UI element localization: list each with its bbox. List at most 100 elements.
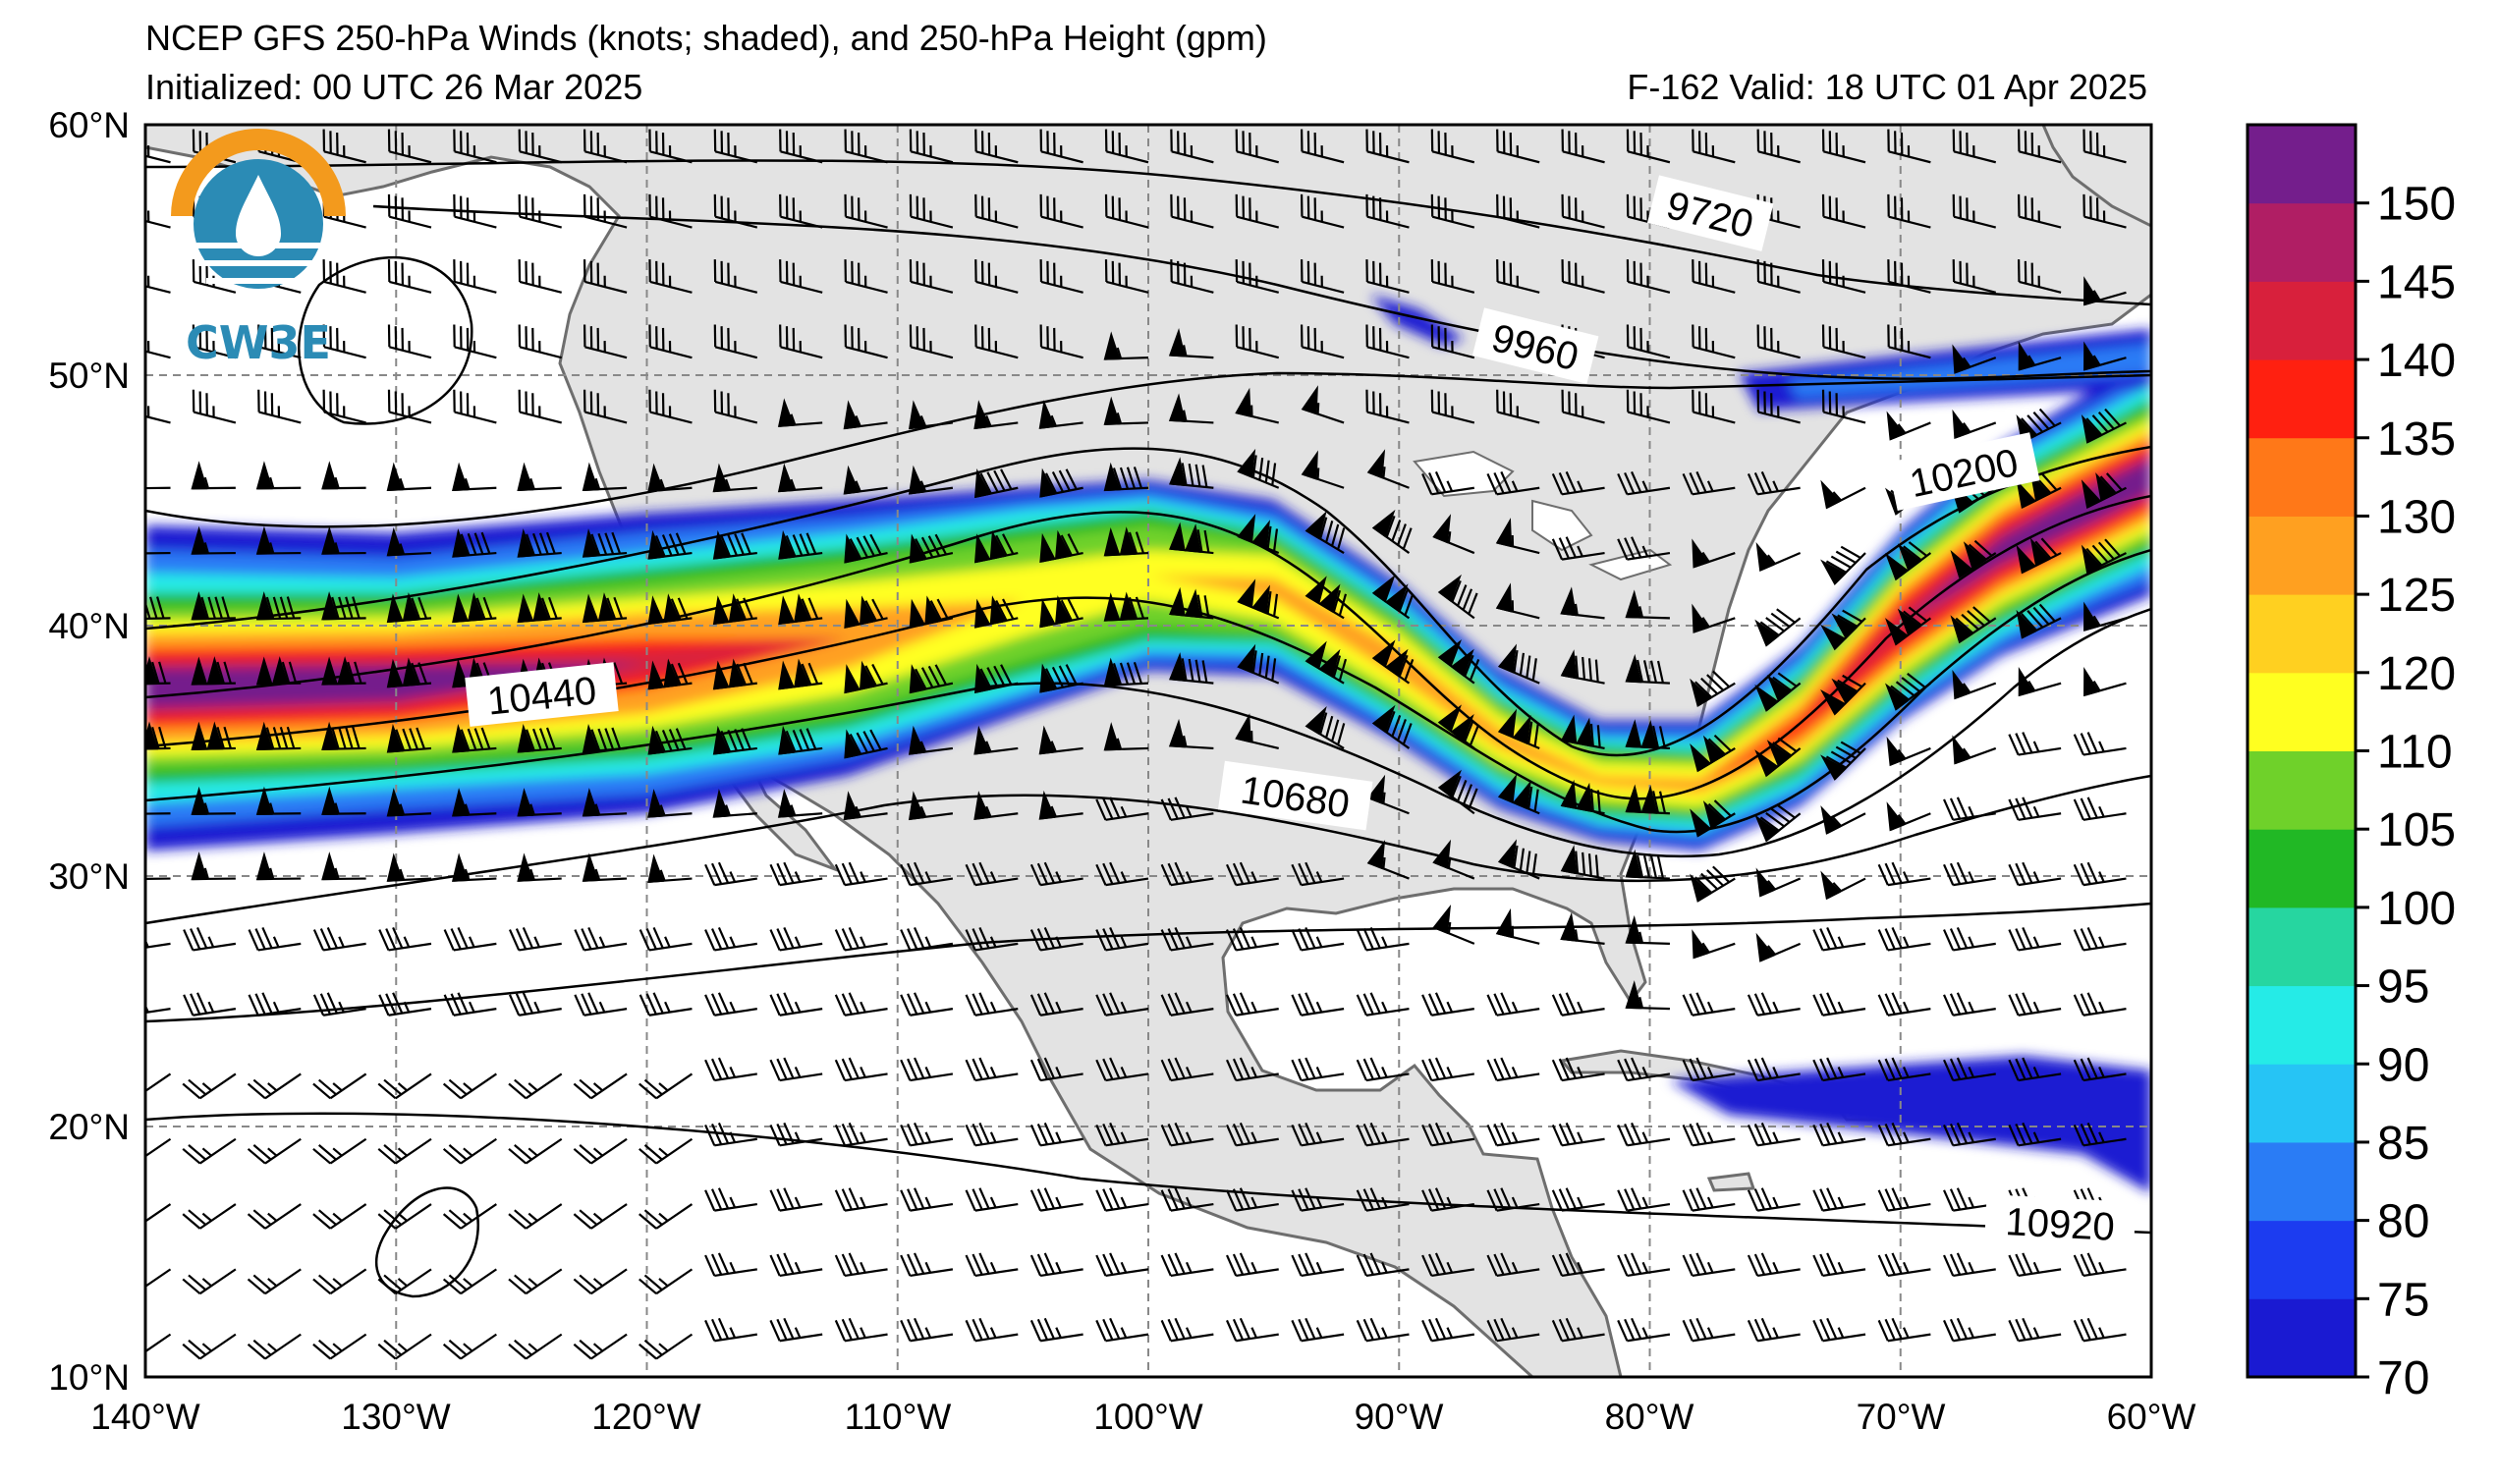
wind-barb [769, 861, 823, 887]
wind-barb [1820, 674, 1866, 716]
wind-barb [145, 406, 171, 424]
wind-barb [1692, 389, 1736, 424]
wind-barb [1682, 1187, 1736, 1212]
wind-barb [1486, 1317, 1540, 1343]
wind-barb [452, 592, 497, 624]
lat-label-40n: 40°N [48, 606, 130, 646]
wind-barb [508, 1203, 563, 1230]
wind-barb [1170, 129, 1214, 164]
wind-barb [1495, 582, 1540, 620]
wind-barb [1877, 992, 1931, 1017]
wind-barb [1877, 1252, 1931, 1278]
wind-barb [1625, 980, 1670, 1011]
wind-barb [1356, 992, 1410, 1017]
wind-barb [2083, 341, 2127, 371]
wind-barb [255, 591, 302, 621]
wind-barb [965, 927, 1019, 952]
wind-barb [973, 791, 1019, 820]
wind-barb [453, 259, 497, 294]
wind-barb [900, 1317, 954, 1343]
wind-barb [1039, 259, 1083, 294]
wind-barb [712, 658, 757, 690]
wind-barb [2073, 1122, 2127, 1147]
wind-barb [508, 992, 562, 1017]
wind-barb [518, 389, 562, 424]
wind-barb [1551, 1317, 1605, 1343]
wind-barb [574, 927, 628, 952]
wind-barb [1877, 1187, 1931, 1212]
wind-barb [443, 992, 497, 1017]
wind-barb [2081, 472, 2127, 510]
wind-barb [1225, 1252, 1279, 1278]
wind-barb [191, 525, 236, 555]
wind-barb [1756, 129, 1801, 164]
wind-barb [638, 1268, 694, 1295]
wind-barb [1029, 1187, 1083, 1212]
colorbar-label: 145 [2377, 256, 2456, 308]
wind-barb [844, 193, 888, 229]
wind-barb [908, 791, 954, 821]
wind-barb [191, 852, 236, 881]
wind-barb [1755, 867, 1802, 898]
wind-barb [1747, 1317, 1801, 1343]
wind-barb [1160, 927, 1214, 952]
wind-barb [1820, 545, 1866, 585]
wind-barb [2083, 276, 2127, 306]
wind-barb [387, 193, 432, 229]
wind-barb [844, 729, 888, 759]
wind-barb [1421, 1317, 1474, 1343]
colorbar-label: 125 [2377, 570, 2456, 622]
wind-barb [2073, 797, 2127, 821]
wind-barb [638, 927, 693, 952]
wind-barb [145, 341, 171, 359]
wind-barb [247, 1137, 302, 1165]
colorbar-label: 110 [2377, 727, 2453, 779]
wind-barb [1225, 1187, 1279, 1212]
wind-barb [1366, 774, 1410, 815]
wind-barb [1039, 467, 1083, 498]
wind-barb [1421, 1122, 1474, 1147]
wind-barb [1432, 839, 1475, 880]
wind-barb [2008, 1252, 2062, 1278]
wind-barb [1421, 470, 1474, 496]
wind-barb [1170, 259, 1214, 294]
wind-barb [322, 129, 366, 164]
wind-barb [1952, 129, 1997, 164]
colorbar-label: 70 [2377, 1352, 2429, 1404]
wind-barb [1943, 927, 1996, 952]
wind-barb [517, 788, 562, 817]
wind-barb [1887, 324, 1931, 359]
wind-barb [900, 927, 954, 952]
wind-barb [769, 1187, 823, 1212]
wind-barb [2008, 732, 2062, 756]
wind-barb [909, 129, 954, 164]
wind-barb [704, 1057, 757, 1082]
wind-barb [517, 852, 562, 882]
wind-barb [1820, 805, 1866, 835]
wind-barb [2073, 1057, 2127, 1082]
wind-barb [1625, 719, 1670, 750]
wind-barb [1692, 324, 1736, 359]
wind-barb [1887, 193, 1931, 229]
wind-barb [844, 533, 888, 564]
wind-barb [704, 927, 757, 952]
wind-barb [647, 789, 693, 818]
wind-barb [377, 1333, 432, 1360]
wind-barb [648, 324, 693, 359]
wind-barb [255, 461, 302, 490]
wind-barb [1160, 1252, 1214, 1278]
wind-barb [1551, 470, 1605, 496]
wind-barb [834, 1057, 888, 1082]
wind-barb [1237, 448, 1280, 489]
wind-barb [779, 193, 823, 229]
wind-barb [769, 1122, 823, 1147]
wind-barb [1943, 1317, 1996, 1343]
wind-barb [1747, 1057, 1801, 1082]
wind-barb [973, 663, 1019, 694]
wind-barb [1095, 861, 1149, 887]
wind-barb [1160, 861, 1214, 887]
wind-barb [704, 861, 757, 887]
wind-barb [1820, 609, 1866, 651]
wind-barb [451, 852, 497, 882]
greenland-land [2041, 125, 2151, 228]
